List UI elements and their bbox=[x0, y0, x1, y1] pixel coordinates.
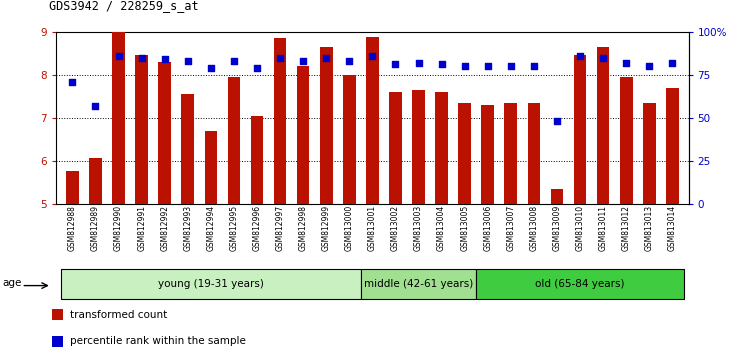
Bar bbox=[597, 47, 610, 204]
Text: percentile rank within the sample: percentile rank within the sample bbox=[70, 336, 246, 346]
Point bbox=[136, 55, 148, 61]
Text: middle (42-61 years): middle (42-61 years) bbox=[364, 279, 473, 289]
Point bbox=[644, 63, 656, 69]
Text: transformed count: transformed count bbox=[70, 310, 167, 320]
Bar bbox=[227, 77, 240, 204]
Point bbox=[251, 65, 263, 71]
Bar bbox=[413, 90, 424, 204]
Point bbox=[413, 60, 424, 65]
Bar bbox=[52, 336, 64, 347]
Point bbox=[389, 62, 401, 67]
Bar bbox=[366, 38, 379, 204]
Point bbox=[459, 63, 471, 69]
Bar bbox=[52, 309, 64, 320]
Point bbox=[182, 58, 194, 64]
Point bbox=[620, 60, 632, 65]
Point bbox=[597, 55, 609, 61]
Bar bbox=[343, 75, 355, 204]
Bar bbox=[251, 115, 263, 204]
Bar bbox=[182, 94, 194, 204]
Point bbox=[528, 63, 540, 69]
FancyBboxPatch shape bbox=[361, 269, 476, 299]
Point bbox=[89, 103, 101, 109]
Point bbox=[67, 79, 79, 85]
Bar bbox=[112, 32, 125, 204]
Point bbox=[666, 60, 678, 65]
Bar bbox=[66, 171, 79, 204]
Point bbox=[367, 53, 379, 59]
Bar bbox=[435, 92, 448, 204]
Point bbox=[505, 63, 517, 69]
Bar bbox=[666, 88, 679, 204]
Point bbox=[551, 118, 563, 124]
Point bbox=[205, 65, 217, 71]
Bar bbox=[158, 62, 171, 204]
FancyBboxPatch shape bbox=[476, 269, 684, 299]
Point bbox=[344, 58, 355, 64]
Point bbox=[159, 57, 171, 62]
Bar bbox=[527, 103, 540, 204]
Point bbox=[228, 58, 240, 64]
Bar bbox=[643, 103, 656, 204]
Bar bbox=[482, 105, 494, 204]
Bar bbox=[550, 189, 563, 204]
Bar bbox=[389, 92, 402, 204]
Text: young (19-31 years): young (19-31 years) bbox=[158, 279, 264, 289]
Bar bbox=[458, 103, 471, 204]
FancyBboxPatch shape bbox=[61, 269, 361, 299]
Text: age: age bbox=[3, 278, 22, 287]
Bar bbox=[89, 159, 102, 204]
Bar bbox=[574, 56, 586, 204]
Bar bbox=[297, 66, 310, 204]
Point bbox=[436, 62, 448, 67]
Point bbox=[297, 58, 309, 64]
Bar bbox=[620, 77, 632, 204]
Bar bbox=[505, 103, 518, 204]
Text: GDS3942 / 228259_s_at: GDS3942 / 228259_s_at bbox=[49, 0, 198, 12]
Point bbox=[112, 53, 125, 59]
Point bbox=[320, 55, 332, 61]
Bar bbox=[320, 47, 332, 204]
Bar bbox=[274, 38, 286, 204]
Point bbox=[574, 53, 586, 59]
Text: old (65-84 years): old (65-84 years) bbox=[536, 279, 625, 289]
Bar bbox=[135, 56, 148, 204]
Point bbox=[274, 55, 286, 61]
Point bbox=[482, 63, 494, 69]
Bar bbox=[205, 131, 218, 204]
